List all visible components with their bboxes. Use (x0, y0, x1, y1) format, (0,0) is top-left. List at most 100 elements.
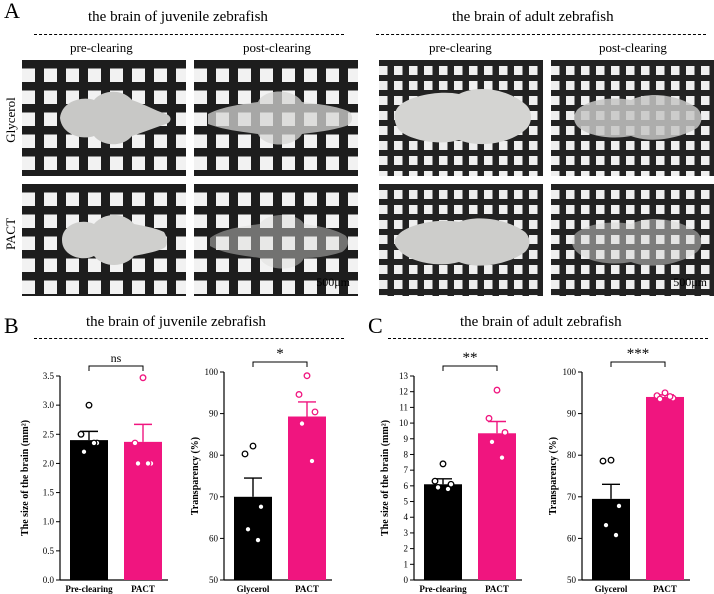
photo-juvenile-pact-post: 500μm (194, 184, 358, 296)
y-tick-label: 60 (209, 533, 219, 543)
x-tick-label: Glycerol (237, 584, 270, 594)
juvenile-pre-label: pre-clearing (70, 40, 133, 55)
x-tick-label: PACT (653, 584, 677, 594)
data-point (295, 391, 303, 398)
row-label-pact: PACT (3, 217, 18, 251)
bar-pact (478, 433, 516, 580)
y-tick-label: 100 (205, 367, 219, 377)
y-tick-label: 50 (567, 575, 577, 585)
y-tick-label: 4 (404, 512, 409, 522)
significance-bracket (610, 361, 666, 367)
data-point (493, 386, 501, 394)
y-tick-label: 80 (567, 450, 577, 460)
y-tick-label: 2.5 (43, 429, 55, 439)
data-point (90, 439, 98, 447)
significance-bracket (88, 365, 144, 371)
bar-pact (646, 396, 684, 580)
y-tick-label: 90 (567, 409, 577, 419)
data-point (77, 430, 85, 438)
data-point (602, 521, 610, 529)
chart-c-transparency: 50 60 70 80 90 100 Transparency (%) Glycerol PAC… (548, 346, 690, 594)
y-axis-label: Transparency (%) (190, 437, 201, 515)
photo-adult-pact-pre (379, 184, 543, 296)
panel-c-title: the brain of adult zebrafish (460, 314, 622, 330)
data-point (485, 414, 493, 422)
scale-bar-label-juvenile: 500μm (316, 275, 350, 289)
adult-pre-label: pre-clearing (429, 40, 492, 55)
bar-pre-clearing (424, 484, 462, 580)
significance-label: ** (463, 350, 478, 366)
significance-bracket (442, 365, 498, 371)
y-axis-label: The size of the brain (mm²) (380, 420, 391, 536)
photo-juvenile-glycerol-pre (22, 60, 186, 176)
data-point (249, 442, 257, 450)
bar-pre-clearing (70, 440, 108, 580)
adult-title: the brain of adult zebrafish (452, 9, 614, 25)
y-tick-label: 50 (209, 575, 219, 585)
data-point (303, 372, 311, 380)
y-tick-label: 1.5 (43, 488, 55, 498)
data-point (131, 439, 139, 447)
data-point (447, 480, 455, 488)
photo-adult-glycerol-post (551, 60, 714, 176)
significance-label: ns (111, 351, 122, 365)
data-point (439, 460, 447, 468)
x-tick-label: Pre-clearing (65, 584, 113, 594)
data-point (656, 395, 664, 403)
y-tick-label: 70 (567, 492, 577, 502)
y-tick-label: 8 (404, 449, 409, 459)
y-tick-label: 0.5 (43, 546, 55, 556)
data-point (298, 420, 306, 428)
y-tick-label: 12 (399, 387, 408, 397)
significance-label: * (276, 346, 284, 362)
y-tick-label: 9 (404, 434, 409, 444)
bar-pact (124, 441, 162, 580)
x-tick-label: PACT (295, 584, 319, 594)
y-tick-label: 6 (404, 481, 409, 491)
significance-bracket (252, 361, 308, 367)
y-tick-label: 3.0 (43, 400, 55, 410)
panel-letter-c: C (368, 313, 383, 338)
y-tick-label: 80 (209, 450, 219, 460)
x-tick-label: Pre-clearing (419, 584, 467, 594)
data-point (431, 477, 439, 485)
x-tick-label: PACT (485, 584, 509, 594)
y-tick-label: 1.0 (43, 517, 55, 527)
data-point (444, 485, 452, 493)
bar-pact (288, 416, 326, 580)
data-point (308, 457, 316, 465)
y-axis-label: Transparency (%) (548, 437, 559, 515)
data-point (134, 459, 142, 467)
y-tick-label: 90 (209, 409, 219, 419)
row-label-glycerol: Glycerol (3, 97, 18, 143)
photo-juvenile-glycerol-post (194, 60, 358, 176)
y-tick-label: 2.0 (43, 458, 55, 468)
y-tick-label: 10 (399, 418, 409, 428)
y-tick-label: 2 (404, 544, 409, 554)
y-tick-label: 7 (404, 465, 409, 475)
y-tick-label: 60 (567, 533, 577, 543)
x-tick-label: PACT (131, 584, 155, 594)
data-point (80, 448, 88, 456)
chart-b-size: 0.0 0.5 1.0 1.5 2.0 2.5 3.0 3.5 The size of the … (20, 351, 168, 594)
y-tick-label: 13 (399, 371, 409, 381)
data-point (254, 536, 262, 544)
data-point (139, 374, 147, 382)
panel-c-divider (388, 338, 708, 339)
data-point (612, 531, 620, 539)
data-point (501, 429, 509, 436)
photo-adult-pact-post: 500μm (551, 184, 714, 296)
y-tick-label: 5 (404, 497, 409, 507)
adult-title-divider (376, 34, 706, 35)
bar-glycerol (592, 498, 630, 580)
y-tick-label: 100 (563, 367, 577, 377)
panel-b-title: the brain of juvenile zebrafish (86, 314, 266, 330)
data-point (488, 438, 496, 446)
data-point (498, 454, 506, 462)
panel-letter-b: B (4, 313, 19, 338)
bar-glycerol (234, 496, 272, 580)
y-tick-label: 0 (404, 575, 409, 585)
chart-b-transparency: 50 60 70 80 90 100 Transparency (%) Glycerol PAC… (190, 346, 332, 594)
data-point (241, 450, 249, 458)
